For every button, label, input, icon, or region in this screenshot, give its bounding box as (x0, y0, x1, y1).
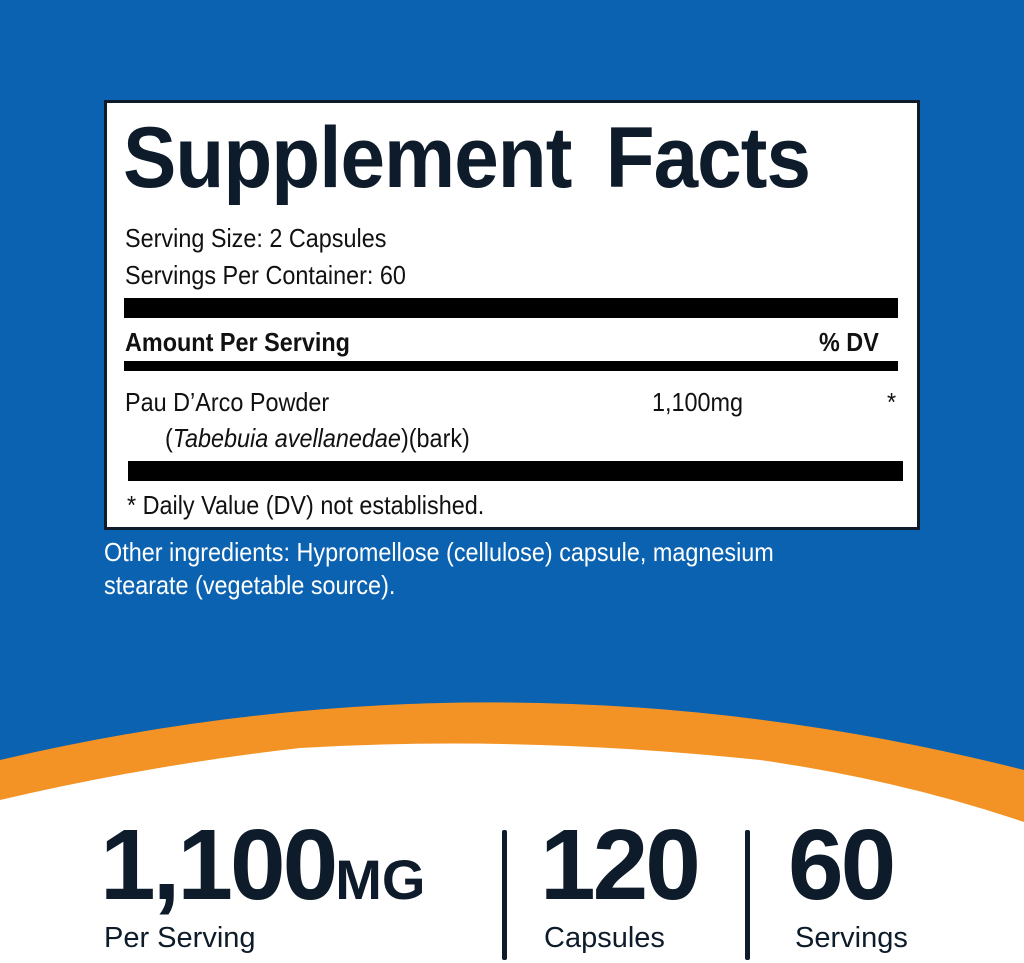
divider-thick-bottom (128, 461, 903, 481)
paren-open: ( (165, 423, 173, 453)
supplement-facts-panel: Supplement Facts Serving Size: 2 Capsule… (104, 100, 920, 530)
stat-capsules-value: 120 (540, 809, 701, 921)
other-ingredients: Other ingredients: Hypromellose (cellulo… (104, 537, 774, 600)
latin-name: Tabebuia avellanedae (172, 423, 401, 453)
servings-per-container: Servings Per Container: 60 (125, 260, 406, 290)
ingredient-name: Pau D’Arco Powder (125, 387, 330, 417)
stat-divider (502, 830, 507, 960)
stat-amount-unit: MG (335, 848, 426, 911)
divider-medium (124, 361, 898, 371)
stat-divider (745, 830, 750, 960)
stat-amount-value: 1,100 (100, 809, 338, 921)
stat-servings: 60 (788, 808, 896, 923)
ingredient-amount: 1,100mg (652, 387, 744, 417)
stat-servings-label: Servings (795, 922, 908, 954)
ingredient-dv: * (887, 387, 897, 417)
amount-per-serving-header: Amount Per Serving (125, 327, 350, 357)
panel-title: Supplement Facts (123, 110, 811, 206)
divider-thick (124, 298, 898, 318)
stat-amount-label: Per Serving (104, 922, 256, 954)
stat-amount: 1,100MG (100, 808, 425, 923)
stat-capsules-label: Capsules (544, 922, 665, 954)
stat-servings-value: 60 (788, 809, 896, 921)
dv-header: % DV (819, 327, 879, 357)
footnote: * Daily Value (DV) not established. (127, 490, 485, 520)
white-wave (0, 743, 1024, 963)
ingredient-latin-name: (Tabebuia avellanedae)(bark) (165, 423, 470, 454)
plant-part: )(bark) (400, 423, 470, 453)
stat-capsules: 120 (540, 808, 701, 923)
serving-size: Serving Size: 2 Capsules (125, 223, 387, 253)
